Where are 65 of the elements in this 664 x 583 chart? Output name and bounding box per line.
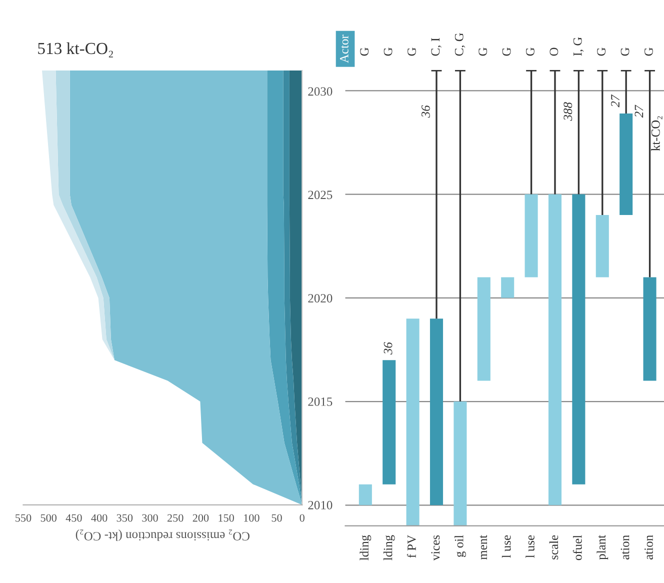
text: I, G: [573, 37, 584, 56]
bar: [358, 484, 372, 506]
x-tick-label: l use: [526, 535, 534, 558]
text: G: [597, 48, 606, 56]
y-tick-label: 2025: [308, 190, 332, 200]
x-tick-label: vices: [431, 535, 440, 561]
x-tick-label: 200: [192, 514, 209, 522]
x-tick-label: g oil: [454, 535, 466, 557]
text: Actor: [340, 34, 348, 63]
annotation: 27: [611, 94, 620, 108]
text: G: [360, 48, 369, 56]
text: C, I: [431, 38, 442, 56]
x-tick-label: 250: [168, 514, 184, 522]
text: G: [526, 48, 534, 56]
y-tick-label: 2020: [308, 294, 332, 303]
x-tick-label: 0: [300, 514, 304, 522]
x-tick-label: 400: [91, 514, 108, 522]
bar: [477, 277, 490, 381]
x-axis-title: CO₂ emissions reduction (kt- CO₂): [76, 530, 250, 541]
x-tick-label: plant: [596, 534, 608, 560]
x-tick-label: lding: [383, 535, 395, 560]
x-tick-label: scale: [549, 535, 558, 560]
bar: [406, 318, 420, 526]
bar: [620, 113, 633, 216]
annotation: 36: [422, 105, 430, 118]
y-tick-label: 2030: [308, 87, 332, 96]
x-tick-label: ation: [644, 535, 653, 560]
bar: [596, 215, 609, 278]
bar: [454, 402, 467, 526]
x-tick-label: lding: [360, 535, 372, 560]
x-tick-label: ation: [620, 535, 630, 560]
annotation: kt-CO₂: [651, 116, 662, 151]
text: 513 kt-CO₂: [38, 42, 113, 58]
x-tick-label: 500: [40, 514, 56, 522]
x-tick-label: 450: [66, 514, 82, 522]
x-tick-label: 550: [16, 514, 32, 522]
text: G: [502, 48, 511, 56]
annotation: 388: [564, 102, 572, 121]
x-tick-label: 100: [244, 514, 260, 522]
text: O: [550, 48, 558, 56]
x-tick-label: ofuel: [572, 535, 582, 560]
x-tick-label: 50: [272, 514, 282, 522]
x-tick-label: 300: [142, 514, 158, 522]
y-tick-label: 2015: [308, 397, 332, 406]
text: G: [384, 48, 392, 56]
annotation: 27: [634, 104, 644, 118]
bar: [572, 194, 586, 484]
bar: [430, 318, 444, 506]
bar: [643, 277, 656, 381]
x-tick-label: f PV: [407, 535, 416, 558]
text: G: [408, 48, 416, 56]
text: G: [644, 48, 653, 56]
x-tick-label: l use: [502, 535, 511, 558]
text: G: [478, 48, 488, 56]
y-tick-label: 2010: [308, 500, 332, 510]
x-tick-label: 350: [116, 514, 133, 522]
x-tick-label: 150: [218, 514, 234, 522]
x-tick-label: ment: [480, 534, 488, 560]
bar: [382, 360, 396, 484]
text: G: [620, 48, 630, 56]
bar: [548, 194, 562, 506]
text: C, G: [454, 33, 466, 56]
bar: [524, 194, 538, 278]
annotation: 36: [384, 342, 392, 355]
bar: [501, 277, 514, 298]
